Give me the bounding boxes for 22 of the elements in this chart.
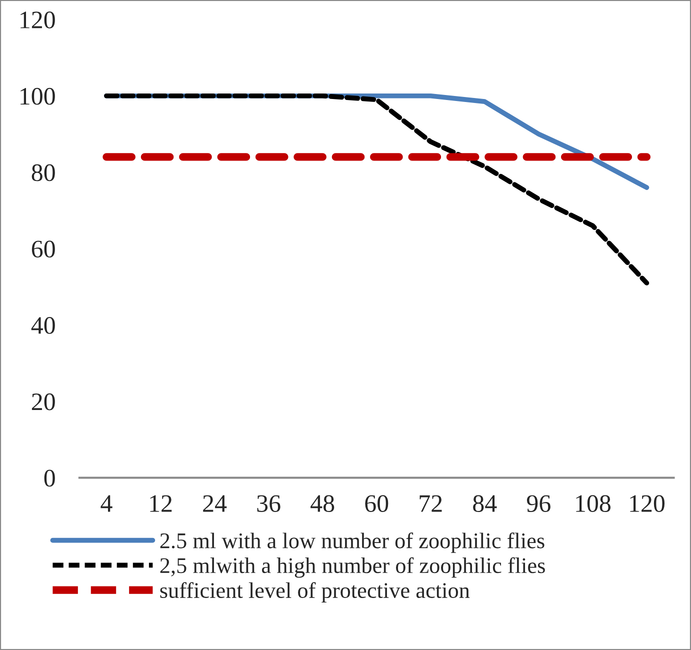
y-tick-label: 60 (32, 240, 55, 258)
x-tick-label: 4 (100, 495, 112, 512)
y-tick-label: 80 (32, 164, 55, 182)
x-tick-label: 60 (365, 495, 388, 512)
x-tick-label: 96 (526, 495, 550, 512)
legend-label: sufficient level of protective action (160, 582, 470, 603)
line-series (104, 93, 650, 286)
y-tick-label: 0 (44, 470, 55, 487)
x-tick-label: 48 (310, 495, 334, 512)
legend-label: 2.5 ml with a low number of zoophilic flies (160, 532, 544, 553)
legend-label: 2,5 mlwith a high number of zoophilic flies (160, 557, 545, 578)
x-tick-label: 84 (473, 495, 497, 512)
x-tick-label: 24 (203, 495, 227, 512)
x-tick-label: 36 (257, 495, 280, 512)
y-tick-label: 20 (32, 393, 55, 410)
x-tick-label: 120 (630, 495, 665, 512)
x-tick-label: 12 (150, 495, 172, 512)
y-tick-label: 40 (31, 317, 55, 334)
x-tick-label: 108 (576, 495, 610, 512)
y-tick-label: 120 (20, 12, 55, 28)
y-tick-label: 100 (20, 88, 55, 105)
x-tick-label: 72 (420, 495, 442, 512)
